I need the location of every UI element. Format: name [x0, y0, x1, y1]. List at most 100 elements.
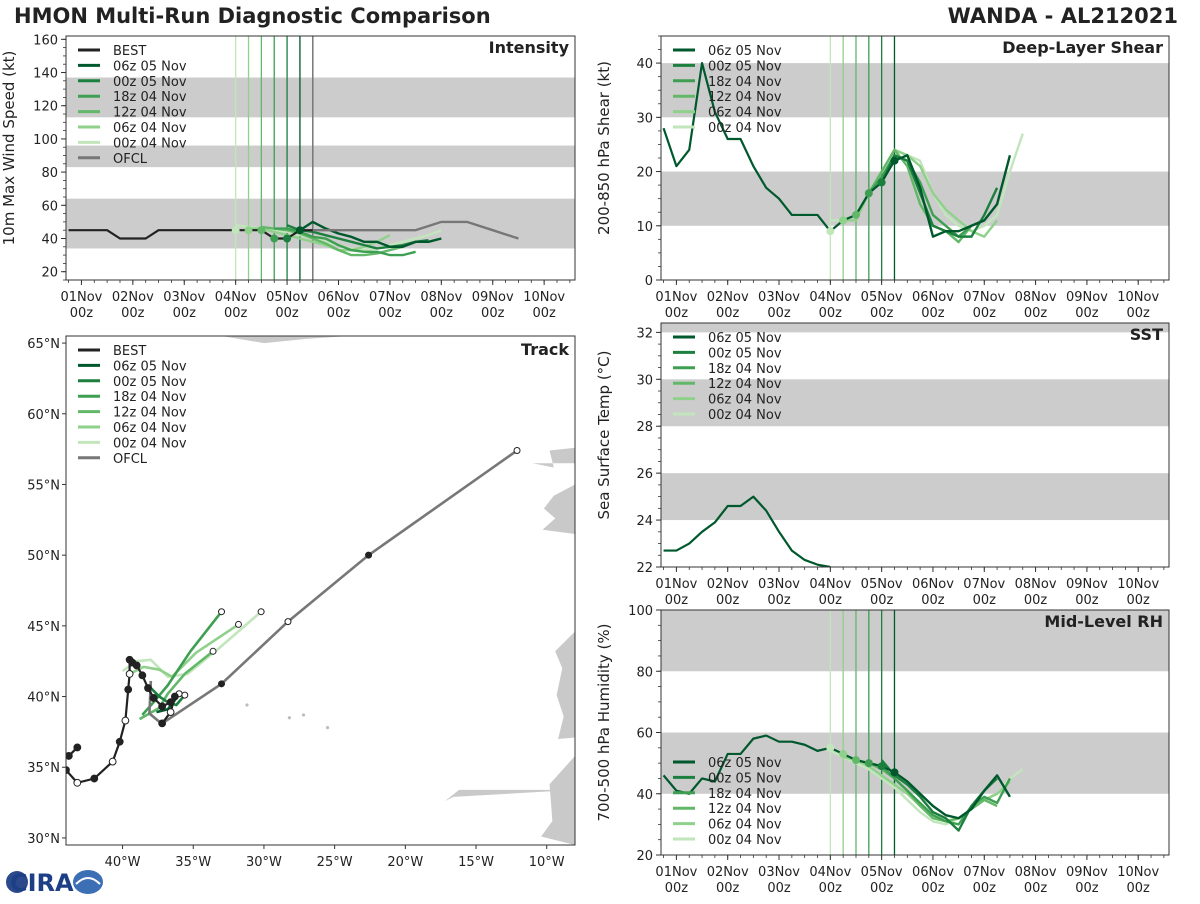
best-point: [124, 685, 133, 694]
lon-tick-label: 35°W: [175, 855, 211, 870]
best-point: [108, 757, 117, 766]
y-tick-label: 20: [41, 266, 58, 281]
x-tick-label: 10Nov: [523, 290, 565, 305]
panel-track: 40°W 35°W 30°W 25°W 20°W 15°W 10°W 30°N 35°N 40°N…: [27, 335, 576, 870]
legend-label: 06z 05 Nov: [708, 756, 782, 771]
x-tick-label: 02Nov: [707, 290, 749, 305]
init-marker: [826, 227, 835, 236]
island: [287, 716, 291, 720]
init-marker: [890, 156, 899, 165]
logo-wave: [75, 877, 101, 885]
y-axis-label: 200-850 hPa Shear (kt): [595, 61, 613, 235]
x-tick-label: 01Nov: [655, 865, 697, 880]
legend-label: 06z 05 Nov: [113, 59, 187, 74]
legend-label: 18z 04 Nov: [708, 75, 782, 90]
x-tick-label: 08Nov: [420, 290, 462, 305]
x-tick-hour: 00z: [532, 306, 556, 321]
panel-intensity: 20 40 60 80 100 120 140 160 10m Max Wind Speed (…: [0, 33, 576, 321]
x-tick-hour: 00z: [819, 593, 843, 608]
legend-label: 18z 04 Nov: [113, 90, 187, 105]
x-tick-hour: 00z: [224, 306, 248, 321]
x-tick-hour: 00z: [716, 881, 740, 896]
track-endpoint: [209, 647, 217, 655]
legend-label: 06z 04 Nov: [708, 393, 782, 408]
y-tick-label: 26: [636, 467, 653, 482]
legend-label: 00z 05 Nov: [708, 771, 782, 786]
threshold-band: [661, 473, 1169, 521]
logo-emblem: [73, 870, 103, 894]
x-tick-label: 04Nov: [215, 290, 257, 305]
island: [325, 726, 330, 730]
legend-label: 06z 05 Nov: [113, 359, 187, 374]
init-marker: [295, 226, 304, 235]
legend-label: 12z 04 Nov: [708, 377, 782, 392]
x-tick-label: 07Nov: [369, 290, 411, 305]
best-line: [663, 495, 831, 567]
y-tick-label: 24: [636, 514, 653, 529]
y-axis-label: Sea Surface Temp (°C): [595, 350, 613, 519]
x-tick-label: 10Nov: [1117, 865, 1159, 880]
init-marker: [877, 178, 886, 187]
x-tick-label: 06Nov: [912, 577, 954, 592]
legend-label: 00z 05 Nov: [113, 75, 187, 90]
legend-label: BEST: [113, 44, 146, 59]
x-tick-hour: 00z: [973, 306, 997, 321]
x-tick-label: 05Nov: [861, 577, 903, 592]
x-tick-hour: 00z: [1127, 306, 1151, 321]
legend-label: 00z 04 Nov: [113, 136, 187, 151]
lat-tick-label: 30°N: [27, 832, 60, 847]
lat-tick-label: 45°N: [27, 620, 60, 635]
axes-frame: [65, 35, 576, 281]
x-tick-hour: 00z: [921, 881, 945, 896]
best-point: [125, 670, 134, 678]
legend-label: 18z 04 Nov: [708, 787, 782, 802]
x-tick-hour: 00z: [275, 306, 299, 321]
x-tick-label: 03Nov: [758, 290, 800, 305]
panel-rh: 20 40 60 80 100 700-500 hPa Humidity (%) 01Nov…: [595, 604, 1170, 896]
x-tick-hour: 00z: [921, 306, 945, 321]
init-marker: [270, 234, 279, 243]
legend-label: 06z 04 Nov: [113, 121, 187, 136]
panel-title: Track: [521, 340, 569, 359]
best-point: [144, 684, 152, 692]
x-tick-label: 10Nov: [1117, 577, 1159, 592]
x-tick-label: 09Nov: [1066, 865, 1108, 880]
x-tick-label: 06Nov: [318, 290, 360, 305]
land-mass: [444, 789, 575, 802]
threshold-band: [66, 77, 575, 118]
y-tick-label: 0: [645, 274, 653, 289]
lat-tick-label: 50°N: [27, 549, 60, 564]
x-tick-label: 08Nov: [1015, 290, 1057, 305]
best-point: [166, 708, 175, 716]
x-tick-hour: 00z: [1127, 881, 1151, 896]
track-endpoint: [181, 691, 189, 699]
plot-area: [66, 36, 575, 280]
lon-tick-label: 40°W: [105, 855, 141, 870]
storm-id: WANDA - AL212021: [947, 4, 1178, 28]
x-tick-label: 03Nov: [758, 577, 800, 592]
y-tick-label: 40: [636, 57, 653, 72]
axes-frame: [660, 322, 1170, 568]
x-tick-hour: 00z: [1024, 881, 1048, 896]
init-marker: [877, 762, 886, 771]
lon-tick-label: 20°W: [387, 855, 423, 870]
x-tick-hour: 00z: [665, 593, 689, 608]
x-tick-label: 03Nov: [163, 290, 205, 305]
best-point: [170, 692, 179, 701]
x-tick-hour: 00z: [430, 306, 454, 321]
x-tick-label: 03Nov: [758, 865, 800, 880]
island: [301, 713, 306, 717]
threshold-band: [661, 379, 1169, 427]
init-marker: [851, 210, 860, 219]
ofcl-point: [284, 618, 292, 626]
ofcl-point: [513, 447, 521, 455]
init-marker: [864, 759, 873, 768]
x-tick-hour: 00z: [1075, 593, 1099, 608]
y-tick-label: 100: [33, 133, 58, 148]
series-line: [868, 761, 1011, 826]
y-tick-label: 40: [636, 788, 653, 803]
land-mass: [555, 631, 575, 739]
x-tick-label: 08Nov: [1015, 865, 1057, 880]
y-tick-label: 60: [41, 199, 58, 214]
